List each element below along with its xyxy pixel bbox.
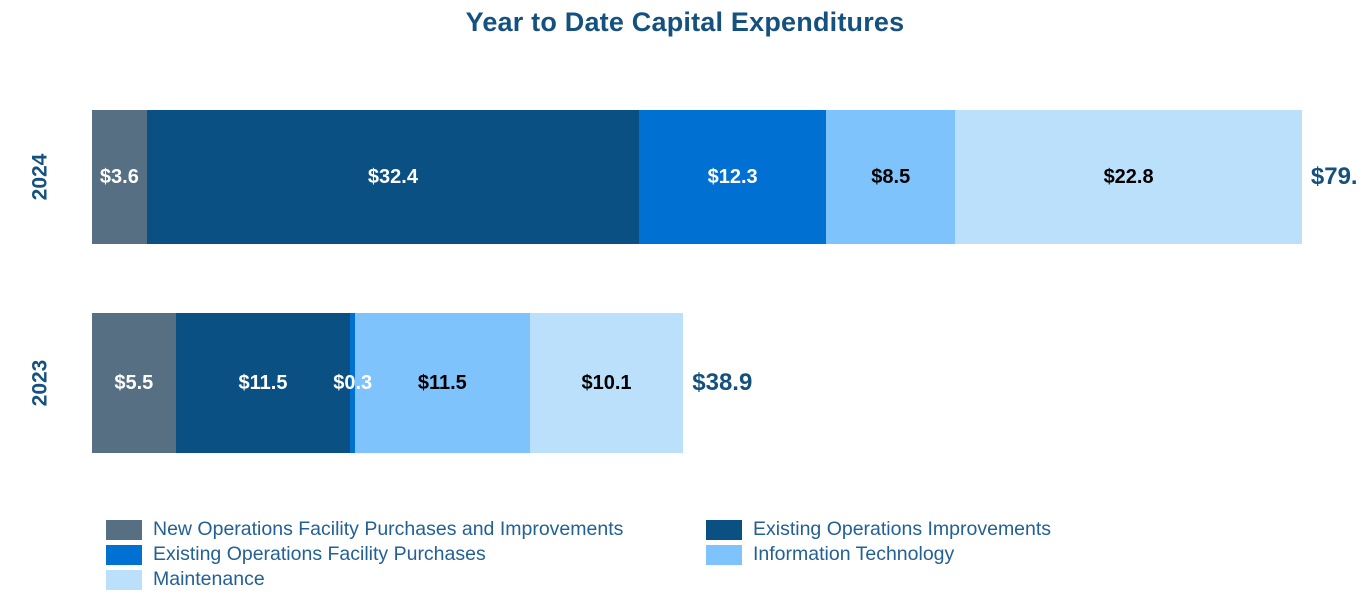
bar-segment: $22.8: [955, 110, 1302, 244]
legend-item: Existing Operations Facility Purchases: [106, 542, 623, 567]
legend-column-1: New Operations Facility Purchases and Im…: [106, 517, 623, 592]
legend-swatch: [706, 519, 742, 540]
bar-segment: $32.4: [146, 110, 640, 244]
total-label-2023: $38.9: [692, 369, 753, 396]
stacked-bar-2023: $5.5 $11.5 $0.3 $11.5 $10.1: [92, 313, 684, 453]
legend-label: Existing Operations Improvements: [753, 518, 1052, 540]
legend-item: New Operations Facility Purchases and Im…: [106, 517, 623, 542]
segment-value-label: $11.5: [238, 371, 288, 394]
bar-segment: $11.5: [175, 313, 351, 453]
legend-label: New Operations Facility Purchases and Im…: [153, 518, 624, 540]
bar-row-2024: 2024 $3.6 $32.4 $12.3 $8.5 $22.8 $79.: [0, 110, 1358, 244]
legend-column-2: Existing Operations Improvements Informat…: [706, 517, 1051, 567]
legend-swatch: [106, 544, 142, 565]
total-label-2024: $79.: [1310, 163, 1358, 190]
segment-value-label: $22.8: [1103, 165, 1154, 188]
segment-value-label: $0.3: [333, 371, 373, 394]
legend-label: Maintenance: [153, 568, 265, 590]
segment-value-label: $5.5: [114, 371, 154, 394]
segment-value-label: $3.6: [99, 165, 139, 188]
category-label-2023: 2023: [28, 359, 51, 407]
legend-swatch: [106, 519, 142, 540]
segment-value-label: $10.1: [581, 371, 632, 394]
bar-segment: $10.1: [529, 313, 684, 453]
legend-item: Existing Operations Improvements: [706, 517, 1051, 542]
bar-segment: $11.5: [354, 313, 530, 453]
bar-segment: $8.5: [826, 110, 956, 244]
legend-label: Existing Operations Facility Purchases: [153, 543, 486, 565]
bar-segment: $0.3: [333, 313, 372, 453]
y-axis-tick-area: 2023: [0, 313, 92, 453]
legend-swatch: [106, 569, 142, 590]
stacked-bar-2024: $3.6 $32.4 $12.3 $8.5 $22.8: [92, 110, 1302, 244]
segment-value-label: $32.4: [367, 165, 418, 188]
bar-segment: $3.6: [92, 110, 147, 244]
bar-row-2023: 2023 $5.5 $11.5 $0.3 $11.5 $10.1 $38.9: [0, 313, 752, 453]
legend-item: Maintenance: [106, 567, 623, 592]
segment-value-label: $8.5: [871, 165, 911, 188]
legend-label: Information Technology: [753, 543, 955, 565]
segment-value-label: $12.3: [707, 165, 758, 188]
segment-value-label: $11.5: [417, 371, 467, 394]
legend-item: Information Technology: [706, 542, 1051, 567]
y-axis-tick-area: 2024: [0, 110, 92, 244]
legend-swatch: [706, 544, 742, 565]
category-label-2024: 2024: [28, 153, 51, 201]
bar-segment: $5.5: [92, 313, 176, 453]
bar-segment: $12.3: [639, 110, 827, 244]
chart-title: Year to Date Capital Expenditures: [465, 7, 905, 37]
